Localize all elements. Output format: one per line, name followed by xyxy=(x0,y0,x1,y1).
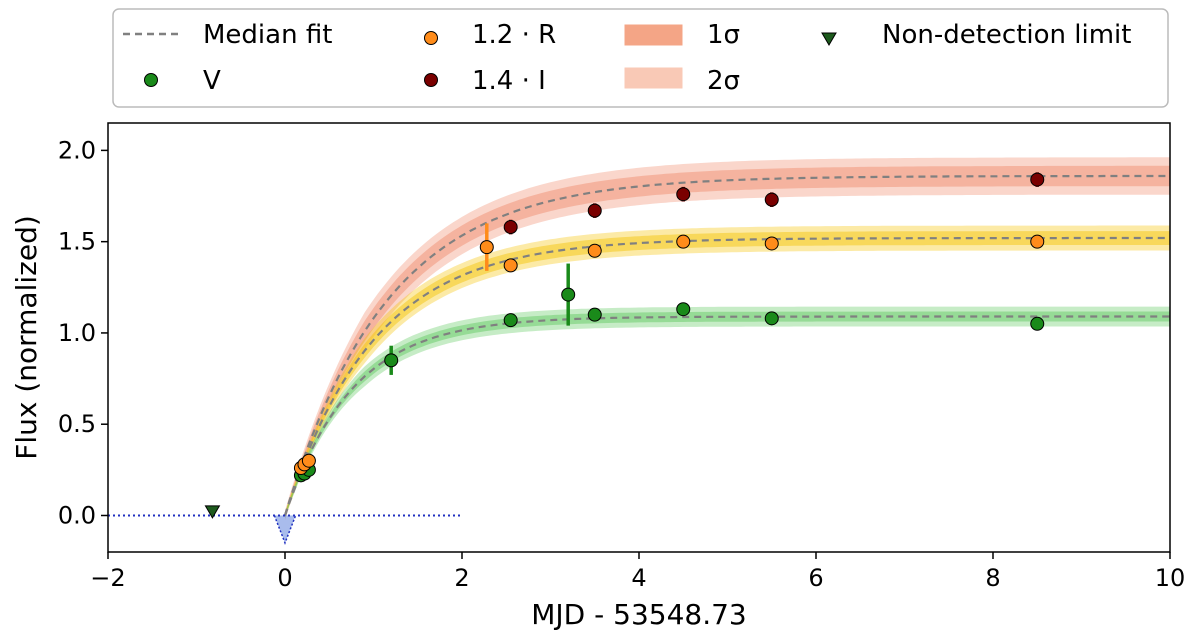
data-point-r xyxy=(587,243,602,258)
x-tick-label: −2 xyxy=(90,564,125,592)
confidence-bands xyxy=(285,157,1170,521)
data-point-i xyxy=(764,192,779,207)
y-tick-label: 0.0 xyxy=(58,501,96,529)
y-tick-label: 2.0 xyxy=(58,136,96,164)
legend-nondetection-marker xyxy=(821,32,837,46)
legend-nondetection-label: Non-detection limit xyxy=(882,20,1131,50)
x-axis-label: MJD - 53548.73 xyxy=(531,598,746,631)
median-fit-i xyxy=(283,174,1170,516)
band-i-2sigma xyxy=(285,157,1170,521)
data-points xyxy=(204,172,1045,519)
data-point-r xyxy=(301,453,316,468)
data-point-i xyxy=(587,203,602,218)
data-point-v xyxy=(1030,316,1045,331)
data-point-v xyxy=(561,287,576,302)
median-fit-v xyxy=(283,315,1170,516)
band-v-2sigma xyxy=(285,306,1170,518)
median-fit-curves xyxy=(283,174,1170,516)
x-tick-label: 10 xyxy=(1155,564,1186,592)
data-point-r xyxy=(676,234,691,249)
baseline-dip-outline xyxy=(273,515,297,545)
x-tick-label: 0 xyxy=(277,564,292,592)
data-point-i xyxy=(1030,172,1045,187)
x-tick-label: 2 xyxy=(454,564,469,592)
data-point-v xyxy=(764,311,779,326)
x-tick-label: 6 xyxy=(808,564,823,592)
legend-median-fit-label: Median fit xyxy=(203,20,332,50)
data-point-r xyxy=(503,258,518,273)
y-tick-label: 1.0 xyxy=(58,319,96,347)
legend-i-marker xyxy=(424,73,438,87)
legend-i-label: 1.4 · I xyxy=(472,66,546,96)
data-point-r xyxy=(764,236,779,251)
data-point-i xyxy=(503,220,518,235)
legend: Median fit V 1.2 · R 1.4 · I 1σ 2σ Non-d… xyxy=(112,8,1169,108)
data-point-r xyxy=(479,240,494,255)
legend-r-marker xyxy=(424,31,438,45)
y-tick-label: 1.5 xyxy=(58,228,96,256)
baseline-dip xyxy=(274,515,296,543)
legend-sigma1-swatch xyxy=(624,24,683,46)
axes: −2 0 2 4 6 8 10 0.0 0.5 1.0 1.5 2.0 xyxy=(58,136,1185,592)
legend-v-label: V xyxy=(203,66,221,96)
data-point-v xyxy=(503,313,518,328)
data-point-v xyxy=(587,307,602,322)
pre-explosion-baseline xyxy=(108,514,462,545)
data-point-r xyxy=(1030,234,1045,249)
y-axis-label: Flux (normalized) xyxy=(10,215,43,460)
band-v-1sigma xyxy=(285,311,1170,517)
x-tick-label: 8 xyxy=(985,564,1000,592)
legend-r-label: 1.2 · R xyxy=(472,20,556,50)
legend-sigma1-label: 1σ xyxy=(707,20,740,50)
median-fit-r xyxy=(283,236,1170,516)
data-point-i xyxy=(676,187,691,202)
nondetection-marker xyxy=(204,505,221,519)
x-tick-label: 4 xyxy=(631,564,646,592)
legend-frame xyxy=(112,8,1169,108)
data-point-v xyxy=(676,302,691,317)
data-point-v xyxy=(384,353,399,368)
y-tick-label: 0.5 xyxy=(58,410,96,438)
legend-sigma2-swatch xyxy=(624,67,683,89)
legend-v-marker xyxy=(144,73,158,87)
legend-sigma2-label: 2σ xyxy=(707,66,740,96)
